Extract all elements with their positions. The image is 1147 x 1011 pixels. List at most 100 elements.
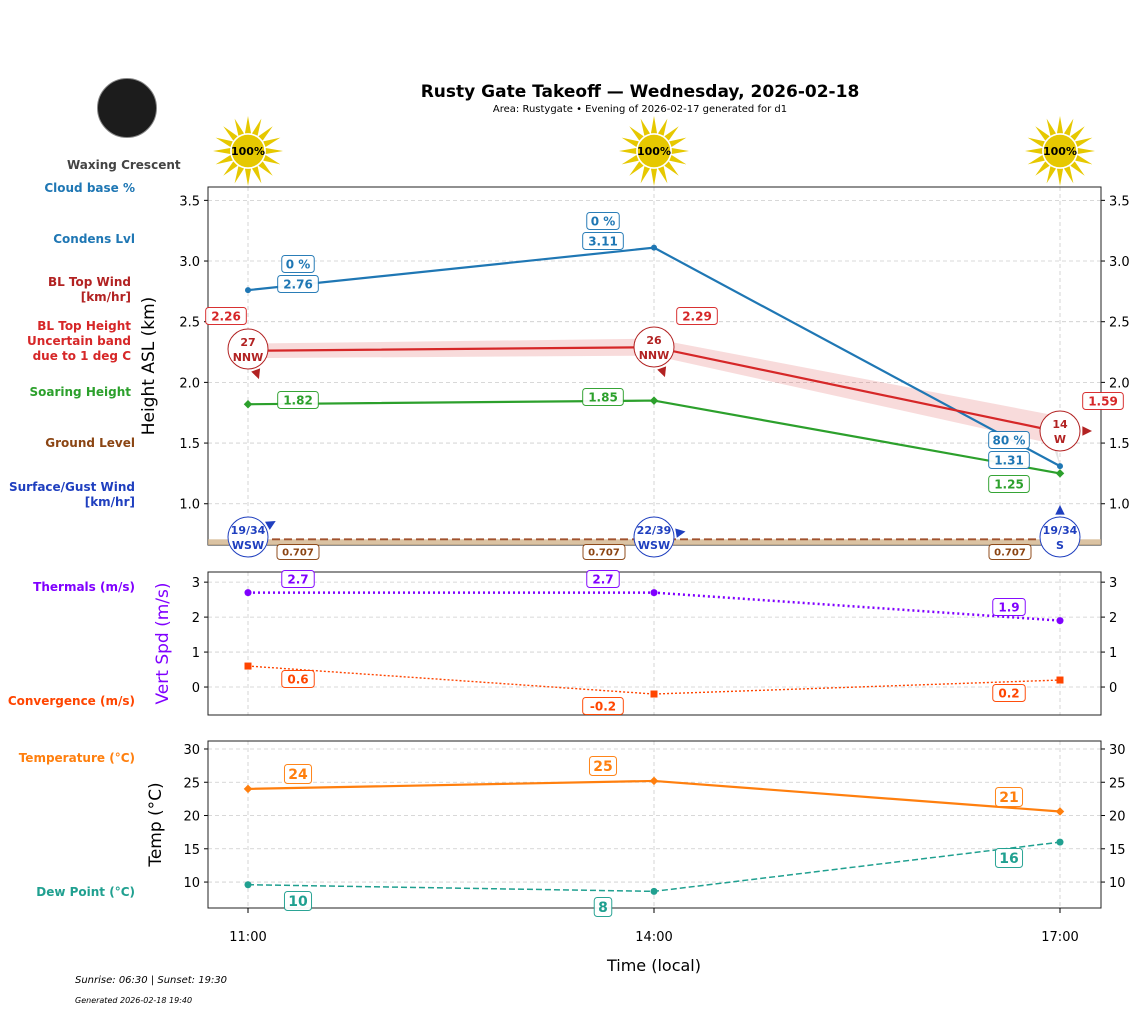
thermals-label-box <box>992 598 1026 616</box>
soaring-point <box>243 399 253 409</box>
sun-disc <box>636 133 672 169</box>
y-tick-label-right: 2.0 <box>1109 376 1130 391</box>
convergence-label-box <box>281 670 315 688</box>
wind-direction-label: WSW <box>638 539 670 552</box>
sun-disc <box>230 133 266 169</box>
bl-top-label-box <box>676 307 718 325</box>
bl-top-label: 2.29 <box>682 309 712 323</box>
y-tick-label-right: 10 <box>1109 876 1126 891</box>
sun-ray <box>244 116 252 134</box>
sun-ray <box>1063 118 1074 136</box>
wind-speed-label: 27 <box>240 336 255 349</box>
sun-ray <box>251 118 262 136</box>
x-axis-label: Time (local) <box>606 956 701 975</box>
y-tick-label-right: 1 <box>1109 646 1117 661</box>
sun-ray <box>234 118 245 136</box>
bl-wind <box>633 326 675 378</box>
wind-arrow-icon <box>1082 426 1092 436</box>
sun-ray <box>669 137 687 148</box>
condens-label-box <box>988 451 1030 469</box>
sun-icon <box>1025 116 1095 186</box>
x-tick-label: 11:00 <box>229 930 266 945</box>
chart-title: Rusty Gate Takeoff — Wednesday, 2026-02-… <box>420 82 860 102</box>
sun-ray <box>251 166 262 184</box>
sun-ray <box>657 118 668 136</box>
y-tick-label-right: 30 <box>1109 743 1126 758</box>
ground-label-box <box>988 544 1032 560</box>
thermals-label: 1.9 <box>998 600 1019 614</box>
sun-percent-label: 100% <box>231 145 265 158</box>
bl-top-label-box <box>1082 392 1124 410</box>
dew-point-label-box <box>283 891 313 911</box>
generated-timestamp: Generated 2026-02-18 19:40 <box>75 996 193 1005</box>
dew-point-label: 16 <box>999 851 1018 867</box>
soaring-label-box <box>277 391 319 409</box>
x-tick-label: 17:00 <box>1041 930 1078 945</box>
y-tick-label-right: 20 <box>1109 810 1126 825</box>
sun-percent-label: 100% <box>1043 145 1077 158</box>
thermals-point <box>650 589 658 597</box>
sun-ray <box>619 147 637 155</box>
soaring-point <box>649 396 659 405</box>
sun-ray <box>650 168 658 186</box>
sun-ray <box>223 126 238 141</box>
convergence-label-box <box>992 684 1026 702</box>
condens-point <box>651 244 657 251</box>
wind-arrow-icon <box>1055 505 1065 515</box>
dew-point-point <box>244 881 252 889</box>
wind-speed-label: 22/39 <box>637 524 672 537</box>
surface-wind <box>633 516 686 558</box>
y-tick-label-right: 3.0 <box>1109 255 1130 270</box>
sun-ray <box>657 166 668 184</box>
ground-label: 0.707 <box>994 548 1026 559</box>
convergence-label-box <box>582 697 624 715</box>
sun-ray <box>1035 161 1050 176</box>
convergence-point <box>650 690 658 698</box>
bl-wind-circle <box>633 326 675 368</box>
y-tick-label-right: 3.5 <box>1109 194 1130 209</box>
soaring-label: 1.25 <box>994 477 1024 491</box>
cloud-base-label-box <box>586 212 620 230</box>
surface-wind-circle <box>1039 516 1081 558</box>
thermals-label: 2.7 <box>287 572 308 586</box>
dew-point-label: 8 <box>598 900 608 916</box>
y-tick-label: 3.5 <box>179 194 200 209</box>
y-tick-label: 20 <box>183 810 200 825</box>
cloud-base-label: 0 % <box>286 257 311 271</box>
convergence-point <box>244 662 252 670</box>
row-label-bl-height: BL Top Height Uncertain band due to 1 de… <box>27 319 131 363</box>
bl-wind <box>227 328 269 380</box>
row-label-ground: Ground Level <box>45 436 135 450</box>
soaring-label-box <box>988 475 1030 493</box>
sun-ray <box>213 147 231 155</box>
bl-top-label: 1.59 <box>1088 394 1118 408</box>
dew-point-point <box>1056 838 1064 846</box>
plot-frame <box>207 571 1102 716</box>
wind-arrow-icon <box>251 368 261 380</box>
row-label-condens: Condens Lvl <box>53 232 135 246</box>
row-label-bl-wind: BL Top Wind [km/hr] <box>47 275 131 304</box>
plot-frame <box>207 740 1102 909</box>
convergence-line <box>247 665 1061 695</box>
sun-ray <box>669 154 687 165</box>
sun-ray <box>1075 137 1093 148</box>
thermals-label: 2.7 <box>592 572 613 586</box>
condens-label: 3.11 <box>588 234 618 248</box>
surface-wind-circle <box>633 516 675 558</box>
y-axis-label: Vert Spd (m/s) <box>153 582 173 704</box>
temperature-label: 21 <box>999 790 1018 806</box>
wind-direction-label: W <box>1054 433 1066 446</box>
wind-direction-label: NNW <box>233 351 264 364</box>
sun-ray <box>1025 147 1043 155</box>
sun-ray <box>1070 161 1085 176</box>
wind-direction-label: NNW <box>639 349 670 362</box>
condens-label-box <box>277 275 319 293</box>
soaring-point <box>1055 469 1065 478</box>
sun-ray <box>629 161 644 176</box>
wind-speed-label: 26 <box>646 334 662 347</box>
sun-ray <box>215 137 233 148</box>
bl-top-label: 2.26 <box>211 309 241 323</box>
sun-ray <box>1056 116 1064 134</box>
y-tick-label: 0 <box>192 681 200 696</box>
y-tick-label-right: 1.5 <box>1109 437 1130 452</box>
